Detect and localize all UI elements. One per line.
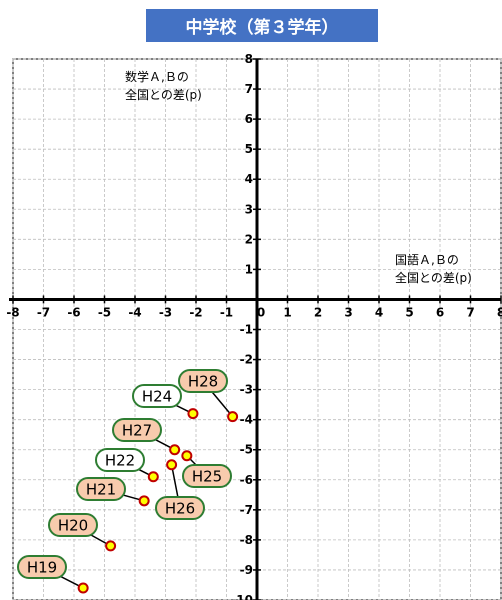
point-label: H19: [27, 559, 57, 577]
y-axis-label: 数学Ａ,Ｂの: [125, 69, 189, 84]
x-tick-label: 4: [375, 305, 383, 319]
data-point: [227, 411, 239, 423]
y-tick-label: -9: [240, 563, 253, 577]
point-label-box: [132, 384, 182, 408]
point-label-box: [178, 369, 228, 393]
data-point: [147, 471, 159, 483]
y-tick-label: 8: [245, 52, 253, 66]
data-point: [138, 495, 150, 507]
y-tick-label: -5: [240, 443, 253, 457]
x-tick-label: 1: [283, 305, 291, 319]
data-point: [187, 408, 199, 420]
x-tick-label: -6: [67, 305, 80, 319]
x-tick-label: -2: [189, 305, 202, 319]
point-label-box: [76, 477, 126, 501]
y-tick-label: -7: [240, 503, 253, 517]
point-label: H24: [142, 388, 172, 406]
point-label-box: [155, 496, 205, 520]
data-point: [77, 582, 89, 594]
x-tick-label: 7: [466, 305, 474, 319]
point-label-box: [17, 555, 67, 579]
x-tick-label: 8: [497, 305, 502, 319]
x-tick-label: 6: [436, 305, 444, 319]
point-label-box: [48, 513, 98, 537]
y-tick-label: 5: [245, 142, 253, 156]
y-tick-label: 2: [245, 232, 253, 246]
data-point: [105, 540, 117, 552]
data-point: [166, 459, 178, 471]
y-tick-label: 7: [245, 82, 253, 96]
x-axis-label: 全国との差(p): [395, 270, 472, 285]
y-tick-label: 3: [245, 202, 253, 216]
point-label: H28: [188, 373, 218, 391]
x-tick-label: 3: [344, 305, 352, 319]
chart-title: 中学校（第３学年）: [146, 9, 378, 42]
point-label: H20: [58, 517, 88, 535]
point-label: H26: [165, 500, 195, 518]
point-label: H27: [122, 422, 152, 440]
y-tick-label: -2: [240, 353, 253, 367]
x-axis-label: 国語Ａ,Ｂの: [395, 252, 459, 267]
x-tick-label: -7: [37, 305, 50, 319]
point-label-box: [182, 464, 232, 488]
y-tick-label: -8: [240, 533, 253, 547]
y-tick-label: -4: [240, 413, 253, 427]
x-tick-label: -8: [6, 305, 19, 319]
y-tick-label: -10: [231, 593, 253, 600]
x-tick-label: -5: [98, 305, 111, 319]
x-tick-label: -3: [159, 305, 172, 319]
point-label-box: [95, 448, 145, 472]
point-label: H25: [192, 468, 222, 486]
data-point: [169, 444, 181, 456]
y-tick-label: 4: [245, 172, 253, 186]
point-label-box: [112, 418, 162, 442]
y-tick-label: 6: [245, 112, 253, 126]
point-label: H22: [105, 452, 135, 470]
y-axis-label: 全国との差(p): [125, 87, 202, 102]
y-tick-label: -1: [240, 323, 253, 337]
point-label: H21: [86, 481, 116, 499]
x-tick-label: 5: [405, 305, 413, 319]
x-tick-label: 0: [257, 305, 265, 319]
y-tick-label: -6: [240, 473, 253, 487]
y-tick-label: -3: [240, 383, 253, 397]
data-point: [181, 450, 193, 462]
y-tick-label: 1: [245, 262, 253, 276]
x-tick-label: -1: [220, 305, 233, 319]
x-tick-label: 2: [314, 305, 322, 319]
x-tick-label: -4: [128, 305, 141, 319]
